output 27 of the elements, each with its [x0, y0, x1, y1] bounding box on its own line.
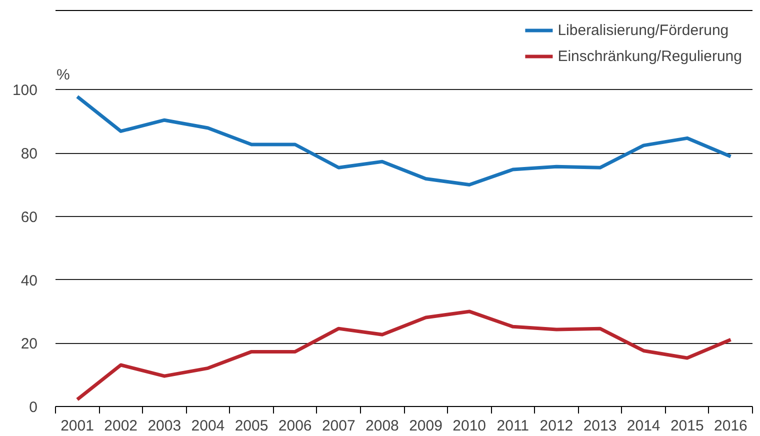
- x-tick-label: 2004: [191, 418, 225, 434]
- y-axis-title: %: [56, 66, 70, 84]
- y-tick-label: 60: [20, 208, 38, 226]
- x-tick-label: 2007: [322, 418, 356, 434]
- y-tick-label: 20: [20, 336, 38, 353]
- y-tick-label: 40: [20, 272, 38, 290]
- line-series: [76, 310, 732, 402]
- x-tick-label: 2014: [626, 418, 660, 434]
- x-tick-label: 2003: [148, 418, 182, 434]
- x-tick-label: 2013: [583, 418, 617, 434]
- line-series: [76, 94, 732, 186]
- x-tick-label: 2005: [234, 418, 268, 434]
- x-tick-label: 2002: [104, 418, 138, 434]
- x-tick-label: 2012: [540, 418, 574, 434]
- x-tick-label: 2016: [714, 418, 748, 434]
- legend-label: Einschränkung/Regulierung: [558, 48, 742, 64]
- x-tick-label: 2008: [366, 418, 399, 434]
- y-tick-label: 80: [20, 146, 38, 163]
- x-tick-label: 2010: [452, 418, 486, 434]
- x-tick-label: 2015: [670, 418, 704, 434]
- x-tick-label: 2001: [60, 418, 94, 434]
- legend-label: Liberalisierung/Förderung: [558, 22, 729, 38]
- y-tick-label: 100: [12, 82, 38, 100]
- x-tick-label: 2006: [278, 418, 312, 434]
- x-tick-label: 2011: [496, 418, 530, 434]
- x-tick-label: 2009: [409, 418, 442, 434]
- y-tick-label: 0: [29, 399, 38, 416]
